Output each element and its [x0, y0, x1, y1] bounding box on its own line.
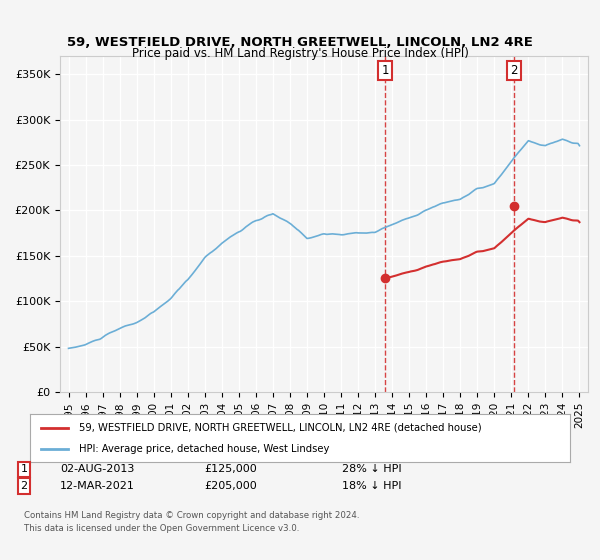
Text: 02-AUG-2013: 02-AUG-2013 [60, 464, 134, 474]
Text: 2: 2 [511, 64, 518, 77]
Text: 2: 2 [20, 481, 28, 491]
Text: 59, WESTFIELD DRIVE, NORTH GREETWELL, LINCOLN, LN2 4RE: 59, WESTFIELD DRIVE, NORTH GREETWELL, LI… [67, 35, 533, 49]
Text: £125,000: £125,000 [204, 464, 257, 474]
Text: 1: 1 [381, 64, 389, 77]
Text: 1: 1 [20, 464, 28, 474]
Text: 12-MAR-2021: 12-MAR-2021 [60, 481, 135, 491]
Text: Contains HM Land Registry data © Crown copyright and database right 2024.
This d: Contains HM Land Registry data © Crown c… [24, 511, 359, 533]
Text: 18% ↓ HPI: 18% ↓ HPI [342, 481, 401, 491]
Text: 59, WESTFIELD DRIVE, NORTH GREETWELL, LINCOLN, LN2 4RE (detached house): 59, WESTFIELD DRIVE, NORTH GREETWELL, LI… [79, 423, 481, 433]
Text: £205,000: £205,000 [204, 481, 257, 491]
Text: HPI: Average price, detached house, West Lindsey: HPI: Average price, detached house, West… [79, 444, 329, 454]
Text: 28% ↓ HPI: 28% ↓ HPI [342, 464, 401, 474]
Text: Price paid vs. HM Land Registry's House Price Index (HPI): Price paid vs. HM Land Registry's House … [131, 46, 469, 60]
